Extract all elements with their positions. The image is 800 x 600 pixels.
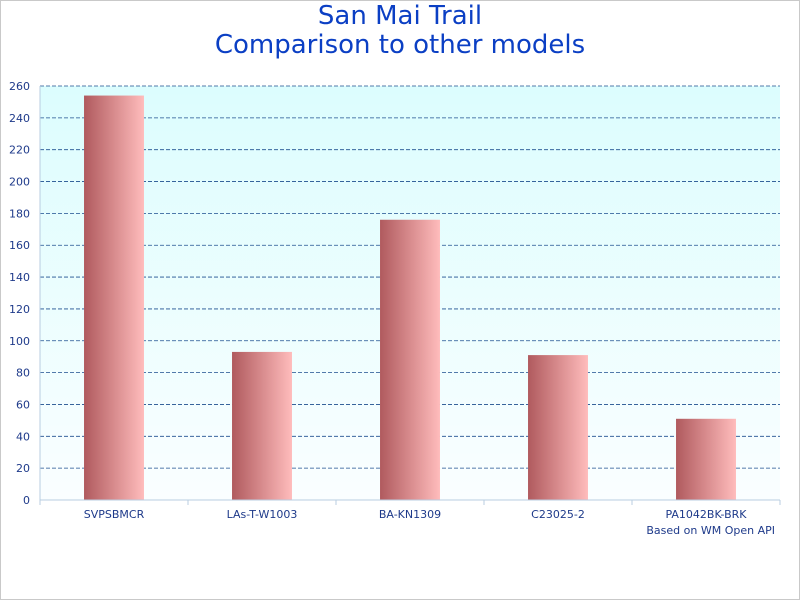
y-tick-labels: 0 20 40 60 80 100 120 140 160 180 200 220 240 260 <box>9 80 30 507</box>
x-tick-label: C23025-2 <box>531 508 585 521</box>
y-tick-label: 60 <box>16 398 30 411</box>
y-tick-label: 80 <box>16 367 30 380</box>
y-tick-label: 20 <box>16 462 30 475</box>
chart-title: San Mai Trail Comparison to other models <box>0 2 800 60</box>
chart-title-line-1: San Mai Trail <box>317 1 483 31</box>
y-tick-label: 220 <box>9 144 30 157</box>
y-tick-label: 0 <box>23 494 30 507</box>
bar-c23025-2 <box>528 355 588 500</box>
y-tick-label: 240 <box>9 112 30 125</box>
y-tick-label: 140 <box>9 271 30 284</box>
x-tick-labels: SVPSBMCR LAs-T-W1003 BA-KN1309 C23025-2 PA10… <box>84 508 748 521</box>
bar-las-t-w1003 <box>232 351 292 500</box>
bars <box>84 95 736 501</box>
chart-title-line-2: Comparison to other models <box>214 30 586 60</box>
bar-ba-kn1309 <box>380 219 440 500</box>
y-tick-label: 40 <box>16 430 30 443</box>
axes <box>39 86 781 505</box>
bar-svpsbmcr <box>84 95 144 501</box>
y-tick-label: 180 <box>9 207 30 220</box>
x-tick-label: PA1042BK-BRK <box>665 508 747 521</box>
y-tick-label: 160 <box>9 239 30 252</box>
x-tick-label: LAs-T-W1003 <box>227 508 298 521</box>
y-tick-label: 100 <box>9 335 30 348</box>
source-note: Based on WM Open API <box>646 524 775 537</box>
x-tick-label: BA-KN1309 <box>379 508 441 521</box>
y-tick-label: 260 <box>9 80 30 93</box>
x-tick-label: SVPSBMCR <box>84 508 145 521</box>
bar-pa1042bk-brk <box>676 418 736 500</box>
y-tick-label: 200 <box>9 176 30 189</box>
y-tick-label: 120 <box>9 303 30 316</box>
